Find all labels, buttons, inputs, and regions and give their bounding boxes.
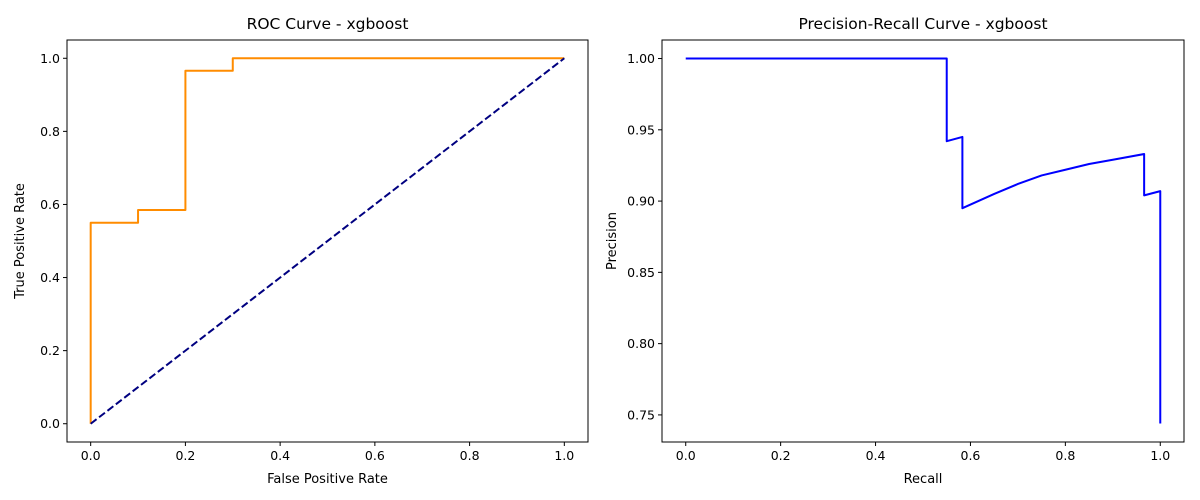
roc-series-line-0 <box>89 57 565 424</box>
roc-x-axis-label: False Positive Rate <box>267 472 388 487</box>
roc-y-axis-label: True Positive Rate <box>13 183 28 300</box>
roc-xtick-label: 0.0 <box>81 448 101 463</box>
pr-xtick-label: 0.2 <box>771 448 791 463</box>
pr-ytick-label: 0.75 <box>627 407 655 422</box>
roc-xtick-label: 1.0 <box>554 448 574 463</box>
pr-xtick-label: 0.4 <box>866 448 886 463</box>
roc-ytick-label: 0.6 <box>40 197 60 212</box>
pr-ytick-label: 0.85 <box>627 265 655 280</box>
pr-xtick-label: 0.6 <box>961 448 981 463</box>
pr-xtick-label: 0.0 <box>676 448 696 463</box>
roc-xtick-label: 0.8 <box>460 448 480 463</box>
roc-xtick-label: 0.2 <box>175 448 195 463</box>
roc-ytick-label: 0.4 <box>40 270 60 285</box>
roc-ytick-label: 1.0 <box>40 51 60 66</box>
roc-ytick-label: 0.2 <box>40 343 60 358</box>
pr-x-axis-label: Recall <box>904 472 943 487</box>
pr-xtick-label: 1.0 <box>1150 448 1170 463</box>
roc-xtick-label: 0.6 <box>365 448 385 463</box>
pr-title: Precision-Recall Curve - xgboost <box>798 15 1047 33</box>
pr-ytick-label: 1.00 <box>627 51 655 66</box>
roc-ytick-label: 0.0 <box>40 416 60 431</box>
roc-title: ROC Curve - xgboost <box>247 15 409 33</box>
pr-series-line-0 <box>685 57 1162 424</box>
pr-ytick-label: 0.80 <box>627 336 655 351</box>
pr-xtick-label: 0.8 <box>1055 448 1075 463</box>
pr-ytick-label: 0.90 <box>627 194 655 209</box>
pr-chart: Precision-Recall Curve - xgboost 0.0 0.2 0.… <box>605 15 1185 487</box>
roc-xtick-label: 0.4 <box>270 448 290 463</box>
roc-axes-frame <box>66 39 589 443</box>
pr-axes-frame <box>661 39 1185 443</box>
roc-chart: ROC Curve - xgboost 0.0 0.2 0.4 0.6 0.8 1.0 0.0… <box>13 15 589 487</box>
roc-series-line-1 <box>90 57 565 425</box>
pr-y-axis-label: Precision <box>605 212 620 270</box>
pr-ytick-label: 0.95 <box>627 122 655 137</box>
roc-ytick-label: 0.8 <box>40 124 60 139</box>
